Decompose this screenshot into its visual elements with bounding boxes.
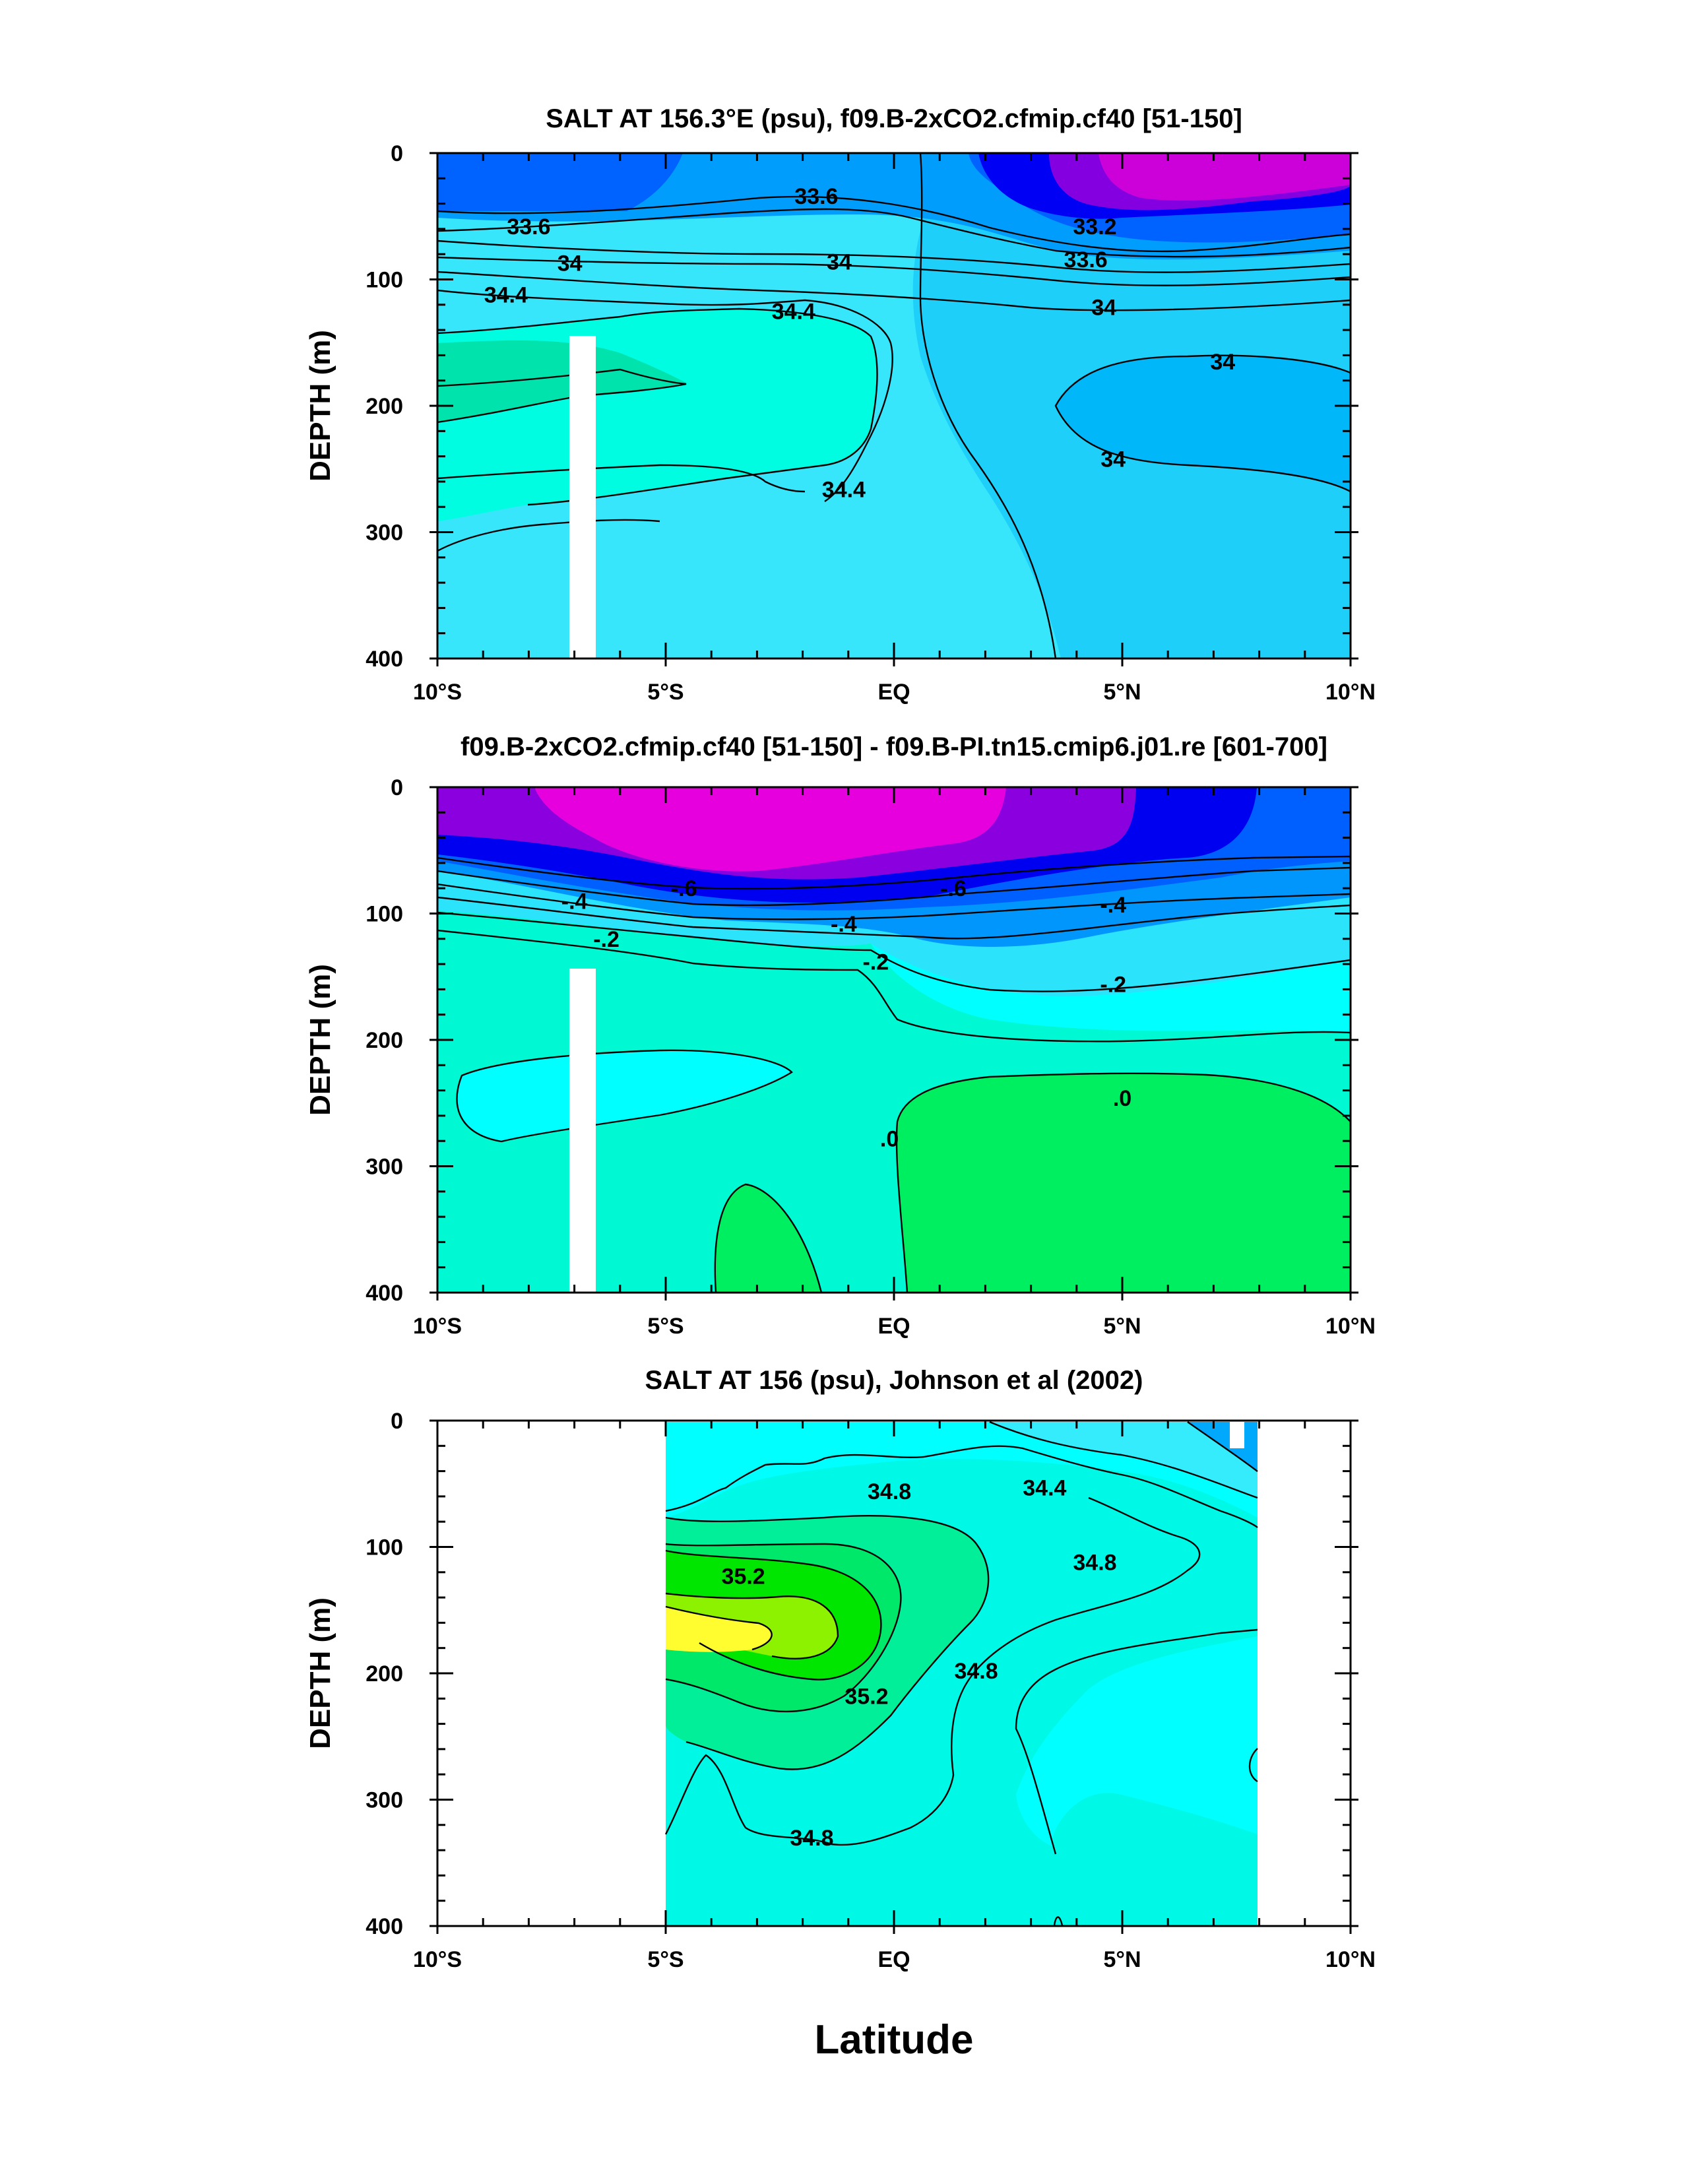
contour-label: 35.2: [844, 1684, 888, 1709]
x-tick-label: 10°N: [1325, 1314, 1376, 1339]
contour-label: 34: [558, 251, 583, 276]
contour-label: 35.2: [722, 1564, 765, 1590]
y-tick-label: 200: [366, 1028, 403, 1053]
x-tick-label: 10°N: [1325, 680, 1376, 705]
contour-label: 33.2: [1073, 214, 1116, 240]
panel-3: SALT AT 156 (psu), Johnson et al (2002): [645, 1366, 1258, 1926]
contour-label: 34: [1210, 350, 1235, 375]
panel-1-axes: 10°S 5°S EQ 5°N 10°N 0 100 200 300 400 DEPTH (m): [304, 141, 1376, 705]
x-tick-label: 5°N: [1103, 1314, 1141, 1339]
contour-label: .0: [1113, 1086, 1131, 1111]
panel-3-white-notch: [1230, 1422, 1244, 1448]
y-tick-label: 300: [366, 521, 403, 546]
panel-3-axes: 10°S 5°S EQ 5°N 10°N 0 100 200 300 400 DEPTH (m): [304, 1409, 1376, 1972]
contour-label: 33.6: [1064, 247, 1108, 273]
panel-3-contour-labels: 34.8 34.4 35.2 34.8 35.2 34.8 34.8: [722, 1475, 1117, 1850]
contour-label: 34.8: [954, 1659, 998, 1684]
contour-label: 34: [827, 250, 852, 275]
contour-label: 34: [1100, 447, 1126, 472]
y-tick-label: 0: [391, 1409, 403, 1434]
y-tick-label: 100: [366, 268, 403, 293]
contour-label: 34.4: [1023, 1475, 1066, 1500]
contour-label: 34: [1091, 296, 1116, 321]
contour-label: -.4: [831, 912, 857, 937]
panel-3-contour-lines: [664, 1421, 1258, 1926]
x-tick-label: 10°S: [413, 1314, 462, 1339]
x-tick-label: 10°N: [1325, 1947, 1376, 1972]
panel-2-contour-lines: [437, 855, 1351, 1293]
x-tick-label: 5°S: [647, 1947, 684, 1972]
contour-label: 34.8: [790, 1826, 833, 1851]
x-tick-label: 5°N: [1103, 1947, 1141, 1972]
panel-2: f09.B-2xCO2.cfmip.cf40 [51-150] - f09.B-…: [437, 732, 1351, 1293]
contour-label: -.2: [593, 927, 620, 952]
panel-3-y-axis-label: DEPTH (m): [304, 1597, 336, 1749]
contour-label: 33.6: [507, 214, 550, 240]
panel-1-filled-contours: [437, 153, 1351, 658]
contour-label: 34.4: [772, 299, 815, 324]
y-tick-label: 400: [366, 647, 403, 672]
contour-label: -.2: [862, 949, 889, 975]
panel-2-contour-labels: -.6 -.6-.4-.4-.4-.2-.2-.2.0.0: [561, 876, 1131, 1151]
contour-label: 34.4: [484, 282, 528, 307]
x-tick-label: 5°N: [1103, 680, 1141, 705]
x-tick-label: EQ: [877, 680, 910, 705]
contour-label: -.4: [561, 889, 588, 914]
contour-label: -.6: [940, 876, 967, 901]
x-axis-label: Latitude: [814, 2017, 973, 2063]
panel-2-y-axis-label: DEPTH (m): [304, 964, 336, 1116]
panel-1-y-axis-label: DEPTH (m): [304, 330, 336, 482]
y-tick-label: 200: [366, 394, 403, 419]
y-tick-label: 0: [391, 775, 403, 800]
panel-1: SALT AT 156.3°E (psu), f09.B-2xCO2.cfmip…: [437, 104, 1351, 658]
x-tick-label: EQ: [877, 1947, 910, 1972]
y-tick-label: 300: [366, 1788, 403, 1813]
y-tick-label: 100: [366, 1535, 403, 1560]
panel-1-title: SALT AT 156.3°E (psu), f09.B-2xCO2.cfmip…: [546, 104, 1242, 133]
panel-3-title: SALT AT 156 (psu), Johnson et al (2002): [645, 1366, 1143, 1395]
contour-label: 34.8: [1073, 1550, 1116, 1575]
y-tick-label: 0: [391, 141, 403, 166]
y-tick-label: 400: [366, 1914, 403, 1939]
x-tick-label: 5°S: [647, 1314, 684, 1339]
x-tick-label: 10°S: [413, 1947, 462, 1972]
panel-2-missing-data-bar: [569, 969, 596, 1293]
contour-label: -.4: [1100, 893, 1126, 918]
x-tick-label: 5°S: [647, 680, 684, 705]
contour-label: -.6: [671, 876, 697, 901]
x-tick-label: 10°S: [413, 680, 462, 705]
y-tick-label: 200: [366, 1661, 403, 1686]
contour-label: 34.4: [822, 477, 866, 502]
y-tick-label: 100: [366, 902, 403, 927]
contour-label: -.2: [1100, 973, 1126, 998]
panel-1-contour-lines: [437, 153, 1351, 658]
panel-1-missing-data-bar: [569, 336, 596, 658]
contour-label: 33.6: [794, 184, 838, 209]
contour-label: .0: [880, 1126, 899, 1151]
panel-2-axes: 10°S 5°S EQ 5°N 10°N 0 100 200 300 400 DEPTH (m): [304, 775, 1376, 1339]
panel-1-contour-labels: 33.6 34 34.4 33.6 34 34.4 34.4 33.2 33.6 34 34 34: [484, 184, 1236, 502]
panel-2-title: f09.B-2xCO2.cfmip.cf40 [51-150] - f09.B-…: [461, 732, 1327, 761]
y-tick-label: 400: [366, 1281, 403, 1306]
panel-3-filled-contours: [666, 1422, 1258, 1926]
y-tick-label: 300: [366, 1155, 403, 1180]
x-tick-label: EQ: [877, 1314, 910, 1339]
contour-label: 34.8: [868, 1479, 911, 1504]
